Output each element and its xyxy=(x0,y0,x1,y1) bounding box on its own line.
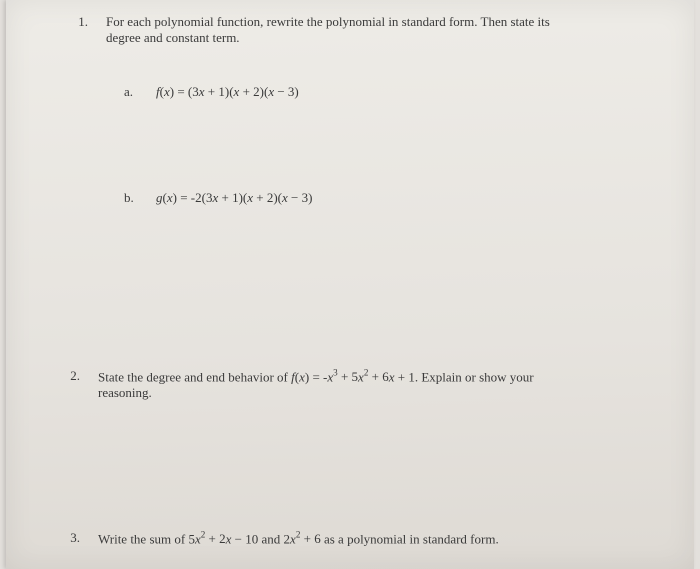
prompt-suffix: as a polynomial in standard form. xyxy=(321,531,499,546)
expression-1: 5x2 + 2x − 10 xyxy=(188,531,258,546)
subproblem-1a: a. f(x) = (3x + 1)(x + 2)(x − 3) xyxy=(124,84,299,100)
problem-3: 3. Write the sum of 5x2 + 2x − 10 and 2x… xyxy=(54,530,499,547)
expression: f(x) = (3x + 1)(x + 2)(x − 3) xyxy=(142,84,299,100)
subproblem-1b: b. g(x) = -2(3x + 1)(x + 2)(x − 3) xyxy=(124,190,312,206)
worksheet-page: 1. For each polynomial function, rewrite… xyxy=(6,0,694,569)
prompt-mid: and xyxy=(258,531,283,546)
expression-2: 2x2 + 6 xyxy=(284,531,321,546)
problem-number: 3. xyxy=(54,530,80,547)
problem-number: 1. xyxy=(62,14,88,46)
problem-prompt: Write the sum of 5x2 + 2x − 10 and 2x2 +… xyxy=(80,530,499,547)
problem-2: 2. State the degree and end behavior of … xyxy=(54,368,534,401)
prompt-line1: For each polynomial function, rewrite th… xyxy=(106,14,550,29)
prompt-prefix: State the degree and end behavior of xyxy=(98,369,291,384)
expression: f(x) = -x3 + 5x2 + 6x + 1 xyxy=(291,369,415,384)
prompt-prefix: Write the sum of xyxy=(98,531,188,546)
prompt-suffix: . Explain or show your xyxy=(415,369,534,384)
problem-prompt: State the degree and end behavior of f(x… xyxy=(80,368,534,401)
subproblem-letter: a. xyxy=(124,84,142,100)
prompt-line2: degree and constant term. xyxy=(106,30,240,45)
subproblem-letter: b. xyxy=(124,190,142,206)
prompt-line2: reasoning. xyxy=(98,385,152,400)
problem-1: 1. For each polynomial function, rewrite… xyxy=(62,14,550,46)
expression: g(x) = -2(3x + 1)(x + 2)(x − 3) xyxy=(142,190,312,206)
problem-number: 2. xyxy=(54,368,80,401)
problem-prompt: For each polynomial function, rewrite th… xyxy=(88,14,550,46)
